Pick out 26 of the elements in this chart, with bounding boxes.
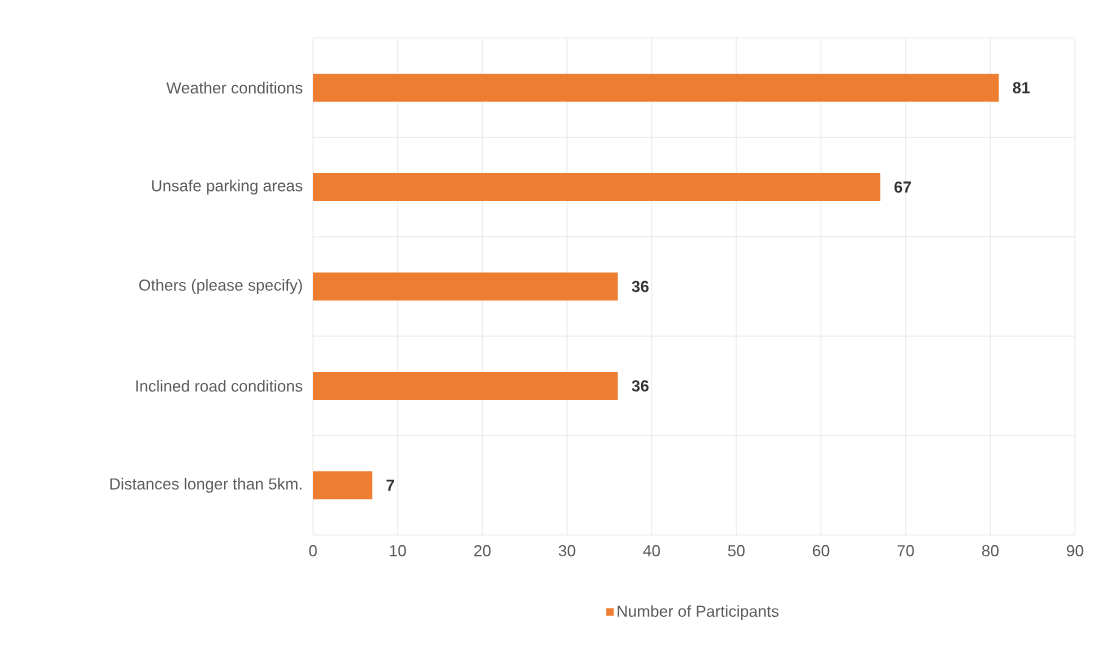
x-tick-label: 10 bbox=[389, 545, 406, 557]
data-label: 36 bbox=[631, 380, 649, 392]
x-tick-label: 60 bbox=[812, 545, 830, 557]
x-tick-label: 70 bbox=[897, 545, 914, 557]
x-tick-label: 40 bbox=[643, 545, 660, 557]
data-label: 36 bbox=[631, 280, 649, 293]
bar bbox=[313, 73, 999, 102]
bar bbox=[313, 471, 373, 500]
x-tick-label: 20 bbox=[474, 545, 491, 557]
bar bbox=[313, 371, 618, 400]
x-tick-label: 0 bbox=[309, 545, 317, 557]
x-tick-label: 50 bbox=[728, 545, 745, 557]
y-tick-label: Weather conditions bbox=[166, 81, 303, 94]
legend-label: Number of Participants bbox=[617, 605, 779, 621]
bar bbox=[313, 272, 618, 301]
x-tick-label: 90 bbox=[1066, 545, 1084, 557]
y-tick-label: Distances longer than 5km. bbox=[110, 477, 302, 493]
data-label: 7 bbox=[386, 479, 395, 491]
bar bbox=[313, 173, 881, 202]
y-tick-label: Inclined road conditions bbox=[136, 380, 303, 392]
x-tick-label: 30 bbox=[558, 545, 576, 557]
data-label: 67 bbox=[894, 181, 911, 193]
y-tick-label: Unsafe parking areas bbox=[152, 179, 303, 195]
x-tick-label: 80 bbox=[982, 545, 999, 557]
data-label: 81 bbox=[1012, 82, 1030, 94]
y-tick-label: Others (please specify) bbox=[139, 279, 302, 294]
